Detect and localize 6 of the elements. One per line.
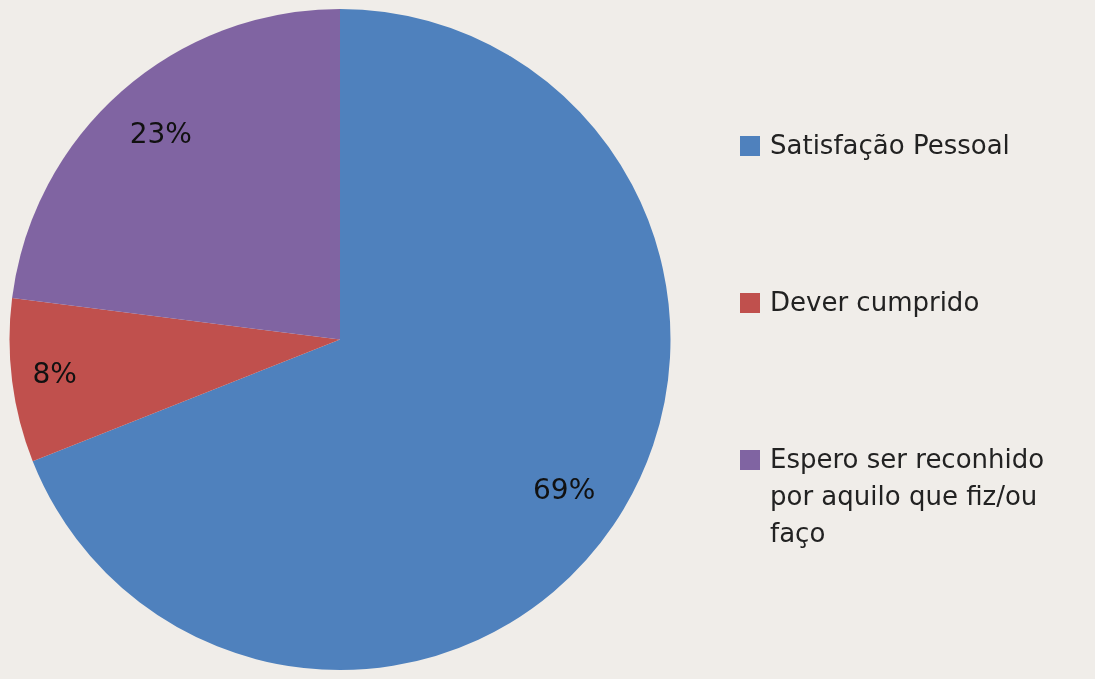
legend-label: Satisfação Pessoal — [770, 129, 1010, 162]
data-label: 23% — [129, 117, 192, 151]
data-label: 69% — [533, 473, 596, 507]
legend-label: Dever cumprido — [770, 286, 980, 319]
data-label: 8% — [32, 356, 77, 390]
legend-label: Espero ser reconhido por aquilo que fiz/ou faço — [770, 443, 1046, 550]
